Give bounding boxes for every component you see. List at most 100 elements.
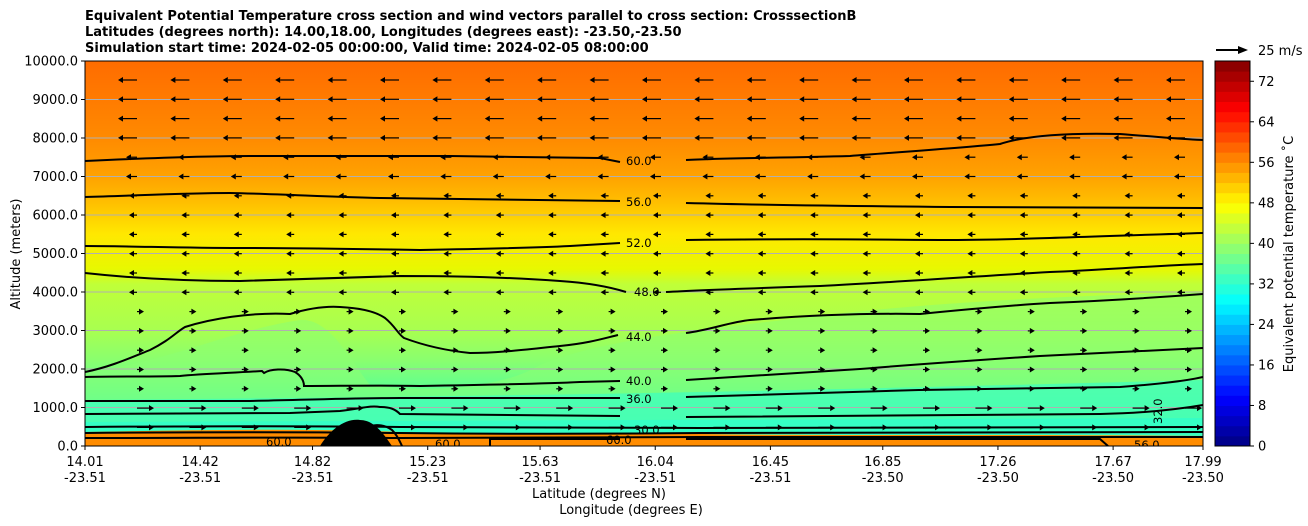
colorbar-segment (1215, 365, 1250, 376)
colorbar-segment (1215, 172, 1250, 183)
x-tick-label-lat: 14.82 (294, 455, 331, 470)
contour-label-44: 44.0 (626, 330, 652, 344)
contour-label-40: 40.0 (626, 374, 652, 388)
colorbar-segment (1215, 243, 1250, 254)
x-tick-label-lon: -23.51 (749, 471, 791, 486)
x-tick-label-lat: 16.45 (752, 455, 789, 470)
colorbar-segment (1215, 274, 1250, 285)
near-surface-label-4: 60.0 (606, 433, 632, 447)
colorbar-segment (1215, 193, 1250, 204)
colorbar-segment (1215, 294, 1250, 305)
colorbar-segment (1215, 314, 1250, 325)
colorbar-segment (1215, 142, 1250, 153)
near-surface-label-1: 30.0 (634, 423, 660, 437)
x-tick-label-lon: -23.51 (634, 471, 676, 486)
colorbar-segment (1215, 405, 1250, 416)
near-surface-label-5: 56.0 (1134, 438, 1160, 452)
x-axis: 14.01-23.5114.42-23.5114.82-23.5115.23-2… (64, 446, 1224, 486)
contour-surface-3 (85, 437, 1203, 438)
y-tick-label: 10000.0 (24, 55, 78, 70)
y-tick-label: 9000.0 (33, 93, 79, 108)
x-tick-label-lat: 14.42 (182, 455, 219, 470)
colorbar-segment (1215, 203, 1250, 214)
x-tick-label-lon: -23.51 (519, 471, 561, 486)
colorbar-tick-label: 56 (1258, 156, 1275, 171)
colorbar-tick-label: 48 (1258, 196, 1275, 211)
x-tick-label-lon: -23.50 (1092, 471, 1134, 486)
colorbar-tick-label: 16 (1258, 358, 1275, 373)
colorbar-segment (1215, 152, 1250, 163)
colorbar-segment (1215, 254, 1250, 265)
x-tick-label-lon: -23.51 (407, 471, 449, 486)
contour-label-36: 36.0 (626, 392, 652, 406)
contour-label-52: 52.0 (626, 236, 652, 250)
x-tick-label-lon: -23.50 (1182, 471, 1224, 486)
colorbar-segment (1215, 91, 1250, 102)
y-tick-label: 8000.0 (33, 132, 79, 147)
colorbar-segment (1215, 416, 1250, 427)
near-surface-label-2: 60.0 (435, 437, 461, 451)
colorbar-segment (1215, 183, 1250, 194)
colorbar-segment (1215, 436, 1250, 447)
x-tick-label-lat: 16.85 (864, 455, 901, 470)
y-tick-label: 7000.0 (33, 170, 79, 185)
contour-label-48: 48.0 (634, 285, 660, 299)
colorbar-segment (1215, 345, 1250, 356)
contour-label-60: 60.0 (626, 154, 652, 168)
x-tick-label-lon: -23.51 (292, 471, 334, 486)
colorbar-segment (1215, 233, 1250, 244)
colorbar-tick-label: 40 (1258, 237, 1275, 252)
quiver-key: 25 m/s (1216, 44, 1303, 59)
colorbar-segment (1215, 385, 1250, 396)
colorbar-segment (1215, 324, 1250, 335)
colorbar-segment (1215, 395, 1250, 406)
y-axis: 0.0 1000.0 2000.0 3000.0 4000.0 5000.0 6000.0 7… (24, 55, 85, 455)
colorbar-tick-label: 72 (1258, 75, 1275, 90)
colorbar-tick-label: 8 (1258, 399, 1266, 414)
x-tick-label-lat: 16.04 (637, 455, 674, 470)
colorbar-segment (1215, 112, 1250, 123)
x-tick-label-lat: 14.01 (66, 455, 103, 470)
x-tick-label-lat: 15.23 (409, 455, 446, 470)
near-surface-label-3: 60.0 (266, 435, 292, 449)
y-axis-label: Altitude (meters) (9, 199, 24, 310)
colorbar-segment (1215, 264, 1250, 275)
x-tick-label-lon: -23.51 (179, 471, 221, 486)
colorbar-segment (1215, 81, 1250, 92)
colorbar-segment (1215, 132, 1250, 143)
colorbar-segment (1215, 71, 1250, 82)
colorbar-segment (1215, 335, 1250, 346)
colorbar-tick-label: 24 (1258, 318, 1275, 333)
contour-label-32: 32.0 (1151, 398, 1165, 424)
y-tick-label: 6000.0 (33, 209, 79, 224)
colorbar-segment (1215, 426, 1250, 437)
cross-section-chart: 60.0 56.0 52.0 48.0 44.0 40.0 36.0 32.0 … (0, 0, 1308, 526)
y-tick-label: 4000.0 (33, 286, 79, 301)
colorbar-tick-label: 64 (1258, 115, 1275, 130)
colorbar-segment (1215, 304, 1250, 315)
x-tick-label-lon: -23.51 (64, 471, 106, 486)
x-tick-label-lat: 17.26 (979, 455, 1016, 470)
colorbar-segment (1215, 162, 1250, 173)
quiver-key-label: 25 m/s (1258, 44, 1303, 59)
colorbar-segment (1215, 213, 1250, 224)
colorbar: 081624324048566472 (1215, 61, 1275, 455)
y-tick-label: 2000.0 (33, 363, 79, 378)
x-axis-label-latitude: Latitude (degrees N) (532, 487, 666, 502)
quiver-key-arrow-icon (1238, 46, 1248, 54)
colorbar-label: Equivalent potential temperature ˚C (1281, 136, 1297, 372)
colorbar-segment (1215, 61, 1250, 72)
x-axis-label-longitude: Longitude (degrees E) (559, 503, 703, 518)
y-tick-label: 3000.0 (33, 324, 79, 339)
y-tick-label: 1000.0 (33, 401, 79, 416)
x-tick-label-lon: -23.50 (977, 471, 1019, 486)
colorbar-segment (1215, 375, 1250, 386)
colorbar-segment (1215, 284, 1250, 295)
colorbar-segment (1215, 355, 1250, 366)
x-tick-label-lat: 17.67 (1095, 455, 1132, 470)
colorbar-segment (1215, 102, 1250, 113)
y-tick-label: 5000.0 (33, 247, 79, 262)
colorbar-tick-label: 0 (1258, 440, 1266, 455)
colorbar-segment (1215, 122, 1250, 133)
y-tick-label: 0.0 (57, 440, 78, 455)
